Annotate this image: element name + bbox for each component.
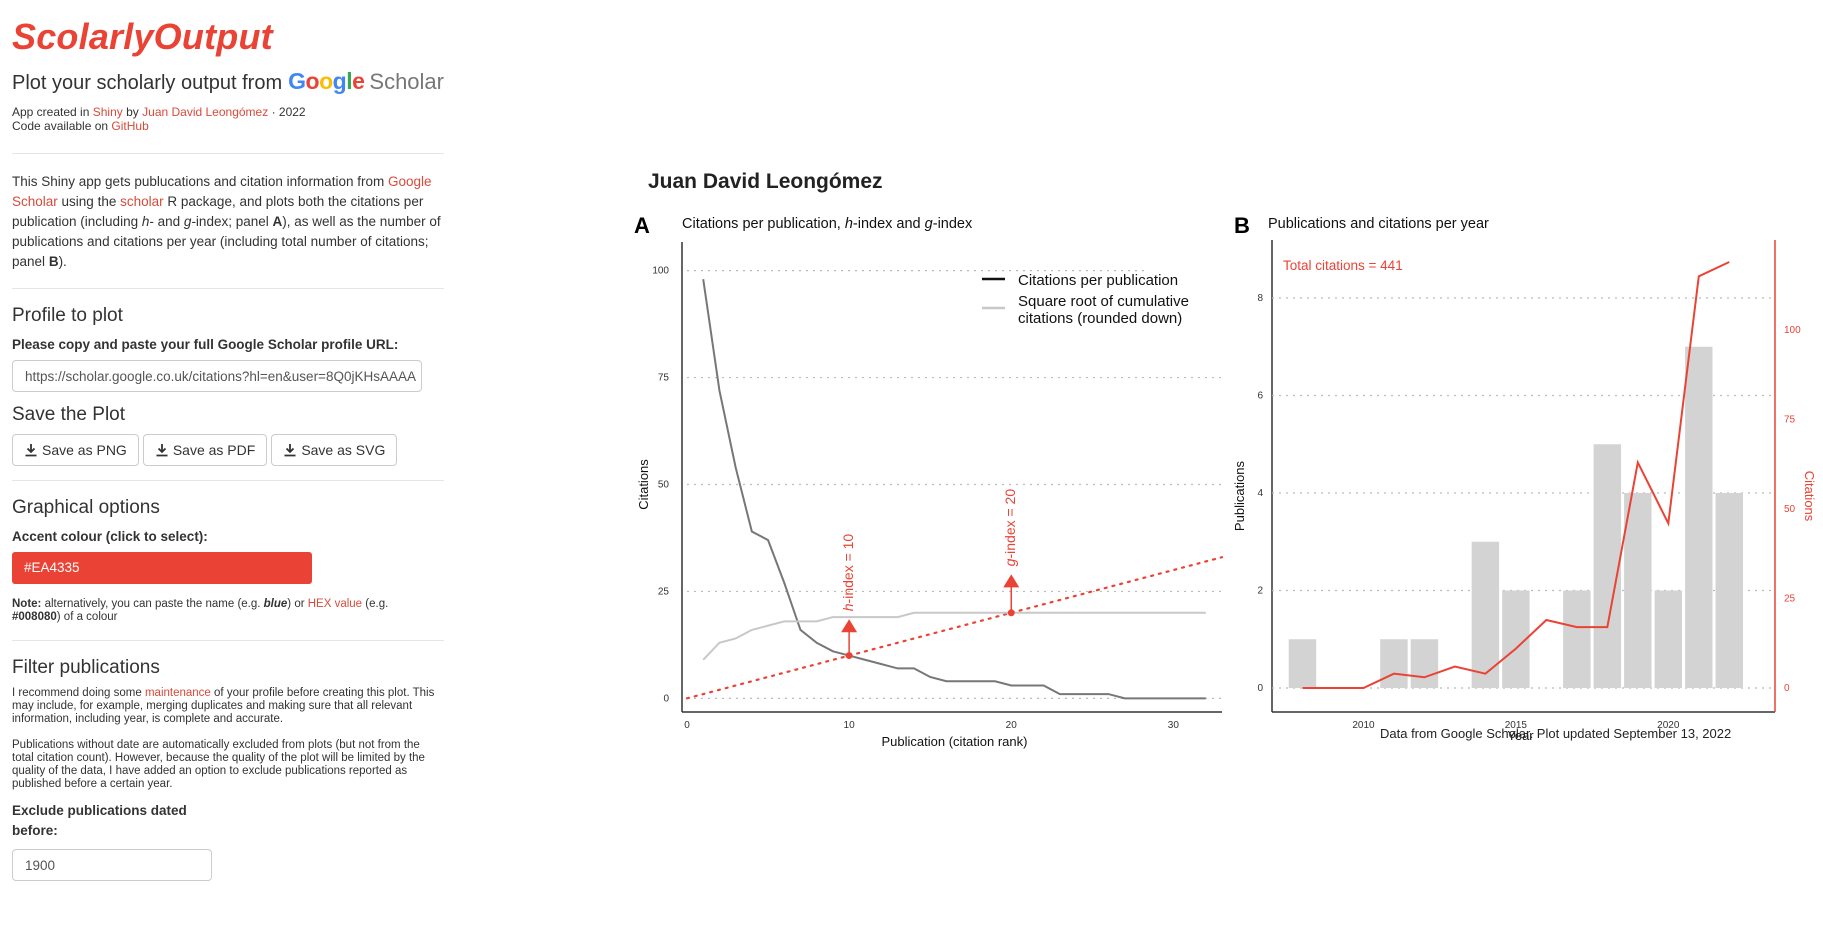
- scholar-package-link[interactable]: scholar: [120, 194, 164, 209]
- panel-a-y-tick-label: 100: [652, 266, 669, 277]
- filter-heading: Filter publications: [12, 657, 160, 678]
- h-index-point: [845, 652, 853, 660]
- panel-a-x-label: Publication (citation rank): [882, 734, 1028, 749]
- graphical-options-heading: Graphical options: [12, 497, 160, 518]
- panel-b-y-tick-label: 0: [1257, 683, 1263, 694]
- legend-label-sqrt-line1: Square root of cumulative: [1018, 293, 1189, 310]
- save-pdf-button[interactable]: Save as PDF: [142, 434, 268, 466]
- download-icon: [284, 444, 296, 457]
- panel-a-y-tick-label: 50: [658, 480, 670, 491]
- subtitle-text: Plot your scholarly output from: [12, 72, 283, 94]
- total-citations-annotation: Total citations = 441: [1283, 258, 1403, 273]
- publications-bar: [1471, 541, 1500, 688]
- maintenance-link[interactable]: maintenance: [144, 687, 211, 699]
- author-link[interactable]: Juan David Leongómez: [142, 105, 269, 119]
- exclude-year-input[interactable]: 1900: [12, 849, 212, 881]
- publications-bar: [1410, 639, 1439, 688]
- panel-b-letter: B: [1234, 213, 1250, 238]
- filter-paragraph-2: Publications without date are automatica…: [12, 739, 425, 790]
- publications-bar: [1685, 346, 1713, 688]
- colour-note: Note: alternatively, you can paste the n…: [12, 598, 389, 623]
- exclude-label: Exclude publications dated before:: [12, 803, 187, 838]
- panel-a-x-tick-label: 20: [1006, 720, 1018, 731]
- publications-bar: [1502, 590, 1530, 688]
- panel-a-letter: A: [634, 213, 650, 238]
- panel-b-y-label: Publications: [1232, 460, 1247, 531]
- citations-per-year-line: [1302, 261, 1730, 689]
- panel-b-title: Publications and citations per year: [1268, 216, 1489, 232]
- accent-colour-label: Accent colour (click to select):: [12, 529, 208, 544]
- panel-a-x-tick-label: 10: [844, 720, 856, 731]
- save-svg-button[interactable]: Save as SVG: [271, 434, 398, 466]
- plot-title: Juan David Leongómez: [648, 170, 883, 193]
- divider: [12, 288, 444, 289]
- save-png-button[interactable]: Save as PNG: [12, 434, 139, 466]
- panel-b-y-tick-label: 6: [1257, 391, 1263, 402]
- panel-a-identity-line: [685, 556, 1224, 700]
- publications-bar: [1624, 493, 1652, 688]
- profile-url-input[interactable]: https://scholar.google.co.uk/citations?h…: [12, 360, 422, 392]
- panel-b-y-tick-label: 4: [1257, 488, 1263, 499]
- shiny-link[interactable]: Shiny: [92, 105, 123, 119]
- accent-colour-picker[interactable]: #EA4335: [12, 552, 312, 584]
- legend-label-sqrt-line2: citations (rounded down): [1018, 310, 1182, 327]
- publications-bar: [1715, 493, 1743, 688]
- panel-b-y-right-tick-label: 75: [1784, 415, 1796, 426]
- divider: [12, 480, 444, 481]
- publications-bar: [1593, 444, 1622, 688]
- panel-b-y-tick-label: 8: [1257, 293, 1263, 304]
- panel-a-y-tick-label: 25: [658, 586, 670, 597]
- divider: [12, 153, 444, 154]
- publications-bar: [1563, 590, 1591, 688]
- save-heading: Save the Plot: [12, 404, 126, 425]
- g-index-label: g-index = 20: [1002, 489, 1018, 567]
- github-link[interactable]: GitHub: [111, 119, 149, 133]
- panel-b-y-right-tick-label: 100: [1784, 325, 1801, 336]
- intro-paragraph: This Shiny app gets publucations and cit…: [12, 174, 441, 269]
- google-scholar-logo: Google Scholar: [288, 68, 444, 94]
- hex-value-link[interactable]: HEX value: [307, 598, 363, 610]
- profile-url-label: Please copy and paste your full Google S…: [12, 337, 399, 352]
- plot-caption: Data from Google Scholar. Plot updated S…: [1380, 726, 1732, 741]
- h-index-label: h-index = 10: [840, 534, 856, 612]
- panel-b-y-right-label: Citations: [1802, 471, 1817, 522]
- credits: App created in Shiny by Juan David Leong…: [12, 105, 306, 133]
- download-icon: [25, 444, 37, 457]
- sqrt-cumulative-citations-line: [702, 611, 1206, 661]
- h-index-arrow-head: [841, 619, 858, 633]
- download-icon: [156, 444, 168, 457]
- profile-heading: Profile to plot: [12, 305, 123, 326]
- google-scholar-link[interactable]: Google Scholar: [12, 174, 432, 209]
- panel-b-y-right-tick-label: 25: [1784, 594, 1796, 605]
- g-index-point: [1007, 609, 1015, 617]
- app-title: ScolarlyOutput: [12, 16, 273, 57]
- publications-bar: [1380, 639, 1408, 688]
- panel-a-y-tick-label: 0: [663, 693, 669, 704]
- panel-b-y-tick-label: 2: [1257, 586, 1263, 597]
- panel-b-y-right-tick-label: 0: [1784, 683, 1790, 694]
- save-buttons: Save as PNG Save as PDF Save as SVG: [12, 434, 444, 466]
- panel-a-y-tick-label: 75: [658, 373, 670, 384]
- citations-per-publication-line: [702, 279, 1206, 700]
- panel-a-title: Citations per publication, h-index and g…: [682, 216, 973, 232]
- divider: [12, 640, 444, 641]
- panel-b-x-tick-label: 2010: [1352, 720, 1375, 731]
- publications-bar: [1288, 639, 1317, 688]
- g-index-arrow-head: [1003, 574, 1020, 588]
- publications-bar: [1654, 590, 1683, 688]
- app-subtitle: Plot your scholarly output from Google Sc…: [12, 68, 444, 95]
- filter-paragraph-1: I recommend doing some maintenance of yo…: [12, 687, 435, 725]
- panel-a-x-tick-label: 0: [684, 720, 690, 731]
- legend-label-citations: Citations per publication: [1018, 272, 1178, 289]
- panel-a-x-tick-label: 30: [1168, 720, 1180, 731]
- panel-b-y-right-tick-label: 50: [1784, 504, 1796, 515]
- panel-a-y-label: Citations: [636, 459, 651, 510]
- sidebar: ScolarlyOutput Plot your scholarly outpu…: [12, 0, 444, 881]
